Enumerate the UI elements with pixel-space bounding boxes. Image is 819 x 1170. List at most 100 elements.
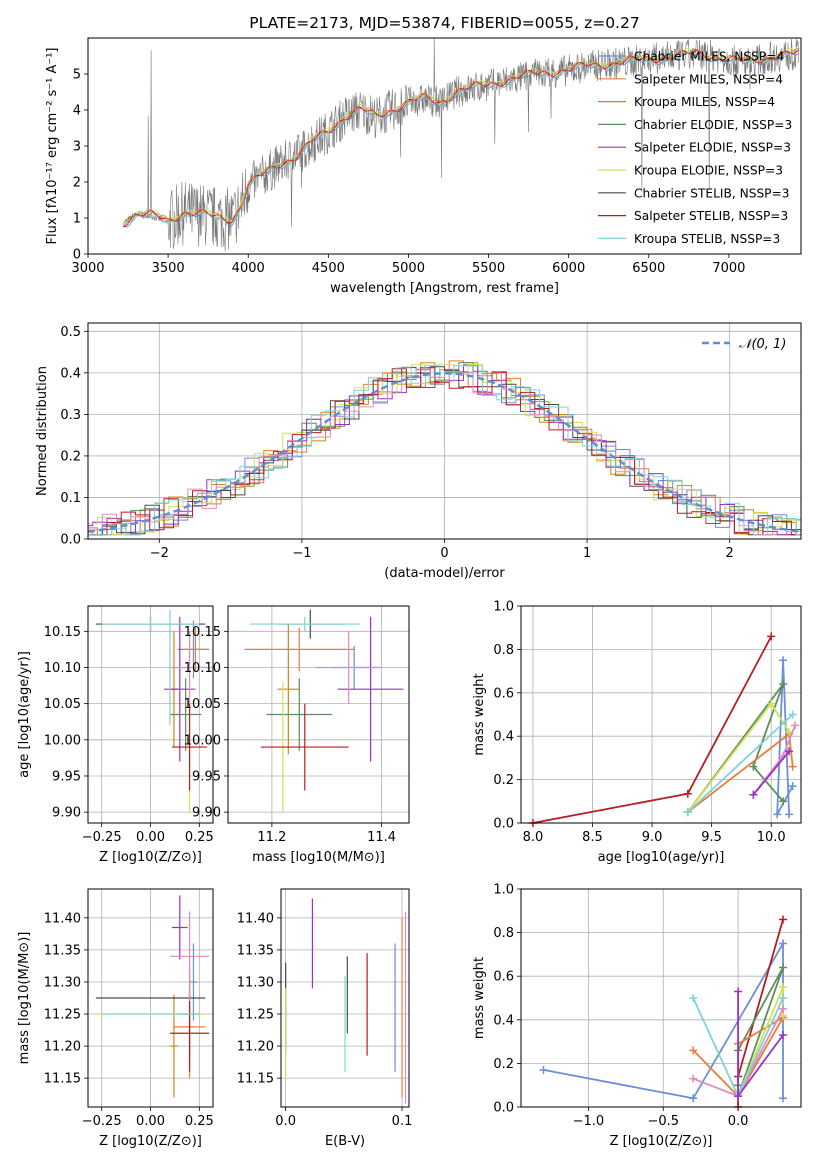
x-tick-label: 0.25 <box>185 1114 214 1129</box>
x-tick-label: 10.0 <box>757 830 786 845</box>
x-tick-label: 8.5 <box>582 830 603 845</box>
y-axis-label: mass weight <box>472 957 487 1039</box>
mass_vs_z-axes: −0.25 0.00 0.25 11.15 11.20 11.25 11.30 11.35 11… <box>44 889 214 1149</box>
weight-line-chabrier_elodie <box>687 683 784 813</box>
legend: Chabrier MILES, NSSP=4 Salpeter MILES, NS… <box>598 50 792 246</box>
legend-label: Chabrier MILES, NSSP=4 <box>634 50 784 64</box>
y-tick-label: 10.10 <box>184 661 221 676</box>
mass_vs_z-frame <box>87 888 214 1108</box>
weight-point-marker <box>683 808 692 817</box>
x-axis-label: Z [log10(Z/Z⊙)] <box>610 1134 713 1149</box>
y-tick-label: 10.00 <box>184 733 221 748</box>
age_vs_z-axes: −0.25 0.00 0.25 9.90 9.95 10.00 10.05 10.10 10.1… <box>44 606 214 865</box>
y-tick-label: 11.15 <box>44 1072 81 1087</box>
weight-point-marker <box>779 656 788 665</box>
x-tick-label: 0.1 <box>392 1114 413 1129</box>
legend-label: Salpeter MILES, NSSP=4 <box>634 72 783 86</box>
x-tick-label: −1 <box>292 546 311 561</box>
weight-line-kroupa_stelib <box>687 713 794 813</box>
y-tick-label: 1 <box>73 212 81 227</box>
y-tick-label: 0.5 <box>60 325 81 340</box>
x-tick-label: 0.00 <box>136 1114 165 1129</box>
chart-title: PLATE=2173, MJD=53874, FIBERID=0055, z=0… <box>249 14 639 32</box>
weight-point-marker <box>689 994 698 1002</box>
mass_vs_ebv-frame <box>280 888 410 1108</box>
y-tick-label: 9.95 <box>52 769 81 784</box>
y-tick-label: 0.6 <box>493 686 514 701</box>
y-tick-label: 11.30 <box>44 975 81 990</box>
legend-label: 𝒩(0, 1) <box>739 337 786 352</box>
y-axis-label: mass weight <box>472 673 487 755</box>
age_vs_mass-frame <box>227 605 410 824</box>
weight-point-marker <box>734 987 743 996</box>
age_vs_mass-axes: 11.2 11.4 9.90 9.95 10.00 10.05 10.10 10.15 mass… <box>184 606 409 865</box>
y-tick-label: 11.15 <box>237 1072 274 1087</box>
y-tick-label: 1.0 <box>493 883 514 898</box>
x-axis-label: Z [log10(Z/Z⊙)] <box>99 1134 202 1149</box>
weight-point-marker <box>788 710 797 719</box>
weight-point-marker <box>779 963 788 972</box>
legend-label: Salpeter ELODIE, NSSP=3 <box>634 141 791 155</box>
weight-point-marker <box>779 983 788 992</box>
y-tick-label: 0.6 <box>493 970 514 985</box>
weight-point-marker <box>689 1074 698 1083</box>
y-tick-label: 10.05 <box>44 697 81 712</box>
x-tick-label: 0 <box>440 546 448 561</box>
y-tick-label: 0.3 <box>60 408 81 423</box>
mass_weight_vs_z-frame <box>520 888 802 1108</box>
y-tick-label: 11.20 <box>44 1040 81 1055</box>
weight-point-marker <box>779 680 788 689</box>
x-axis-label: (data-model)/error <box>384 566 505 581</box>
y-tick-label: 0.2 <box>60 449 81 464</box>
weight-point-marker <box>749 762 758 771</box>
weight-point-marker <box>749 790 758 799</box>
y-axis-label: mass [log10(M/M⊙)] <box>17 932 32 1065</box>
spectrum-data-line <box>122 38 800 252</box>
x-tick-label: 5500 <box>472 261 505 276</box>
legend-label: Salpeter STELIB, NSSP=3 <box>634 209 788 223</box>
y-tick-label: 10.10 <box>44 661 81 676</box>
weight-line-salpeter_miles <box>692 1015 786 1098</box>
x-tick-label: 0.0 <box>728 1114 749 1129</box>
legend-label: Kroupa STELIB, NSSP=3 <box>634 232 780 246</box>
weight-point-marker <box>788 782 797 791</box>
weight-point-marker <box>767 632 776 641</box>
y-tick-label: 4 <box>73 104 81 119</box>
mass_vs_ebv-axes: 0.0 0.1 11.15 11.20 11.25 11.30 11.35 11.40 E(B-… <box>237 889 413 1149</box>
y-tick-label: 0.2 <box>493 773 514 788</box>
weight-point-marker <box>779 1094 788 1103</box>
y-tick-label: 10.15 <box>44 625 81 640</box>
weight-point-marker <box>689 1094 698 1103</box>
y-tick-label: 11.25 <box>237 1008 274 1023</box>
x-tick-label: 9.5 <box>701 830 722 845</box>
spectrum-frame <box>87 37 802 255</box>
y-tick-label: 0.4 <box>493 1013 514 1028</box>
x-tick-label: −2 <box>150 546 169 561</box>
y-tick-label: 0.2 <box>493 1057 514 1072</box>
x-tick-label: −0.25 <box>82 1114 122 1129</box>
spectrum-axes: 3000 3500 4000 4500 5000 5500 6000 6500 7000 0 1 2 3… <box>71 68 745 297</box>
y-tick-label: 0.8 <box>493 643 514 658</box>
y-tick-label: 11.40 <box>44 911 81 926</box>
y-tick-label: 5 <box>73 68 81 83</box>
x-tick-label: −0.25 <box>82 830 122 845</box>
x-tick-label: −0.5 <box>647 1114 679 1129</box>
x-tick-label: 11.4 <box>367 830 396 845</box>
y-tick-label: 9.90 <box>192 806 221 821</box>
x-tick-label: 6500 <box>632 261 665 276</box>
y-tick-label: 9.95 <box>192 769 221 784</box>
x-tick-label: 8.0 <box>523 830 544 845</box>
y-tick-label: 0.8 <box>493 926 514 941</box>
y-axis-label: Normed distribution <box>35 366 50 496</box>
x-tick-label: 3500 <box>152 261 185 276</box>
weight-point-marker <box>791 721 800 730</box>
legend-label: Chabrier STELIB, NSSP=3 <box>634 186 790 200</box>
y-tick-label: 10.00 <box>44 733 81 748</box>
weight-point-marker <box>689 1046 698 1055</box>
x-axis-label: Z [log10(Z/Z⊙)] <box>99 850 202 865</box>
weight-point-marker <box>539 1065 548 1074</box>
y-tick-label: 1.0 <box>493 600 514 615</box>
x-axis-label: age [log10(age/yr)] <box>598 850 725 865</box>
x-tick-label: 0.00 <box>136 830 165 845</box>
